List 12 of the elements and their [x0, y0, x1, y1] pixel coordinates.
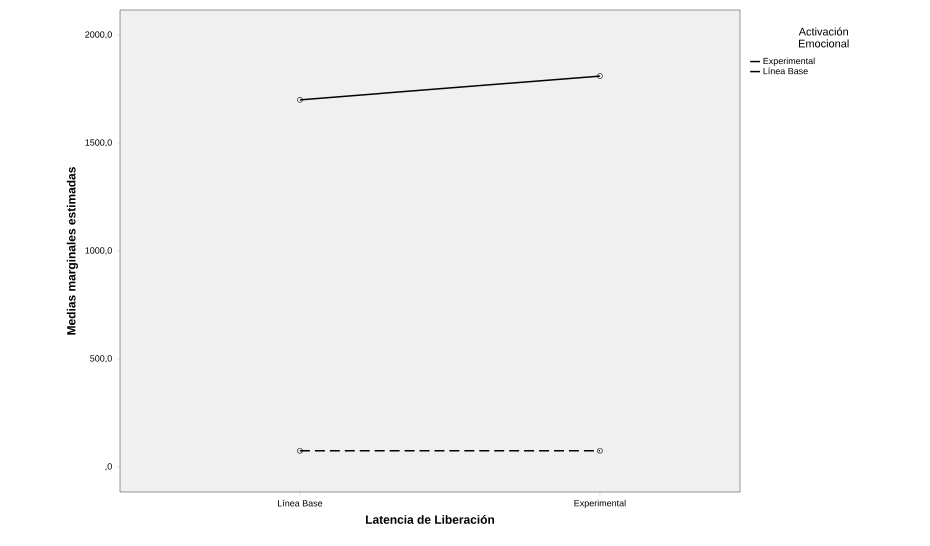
y-tick-label: 1500,0 — [85, 139, 112, 147]
legend-title: Activación Emocional — [798, 27, 849, 48]
legend-label: Línea Base — [764, 68, 808, 74]
y-tick-label: 500,0 — [90, 355, 112, 363]
y-tick-label: 1000,0 — [85, 247, 112, 255]
x-axis-title: Latencia de Liberación — [366, 514, 494, 524]
y-tick-label: 2000,0 — [85, 31, 112, 39]
y-tick-label: ,0 — [106, 463, 112, 471]
legend-label: Experimental — [764, 58, 815, 66]
y-axis-title: Medias marginales estimadas — [66, 167, 78, 335]
point — [597, 448, 603, 454]
point — [297, 448, 303, 454]
